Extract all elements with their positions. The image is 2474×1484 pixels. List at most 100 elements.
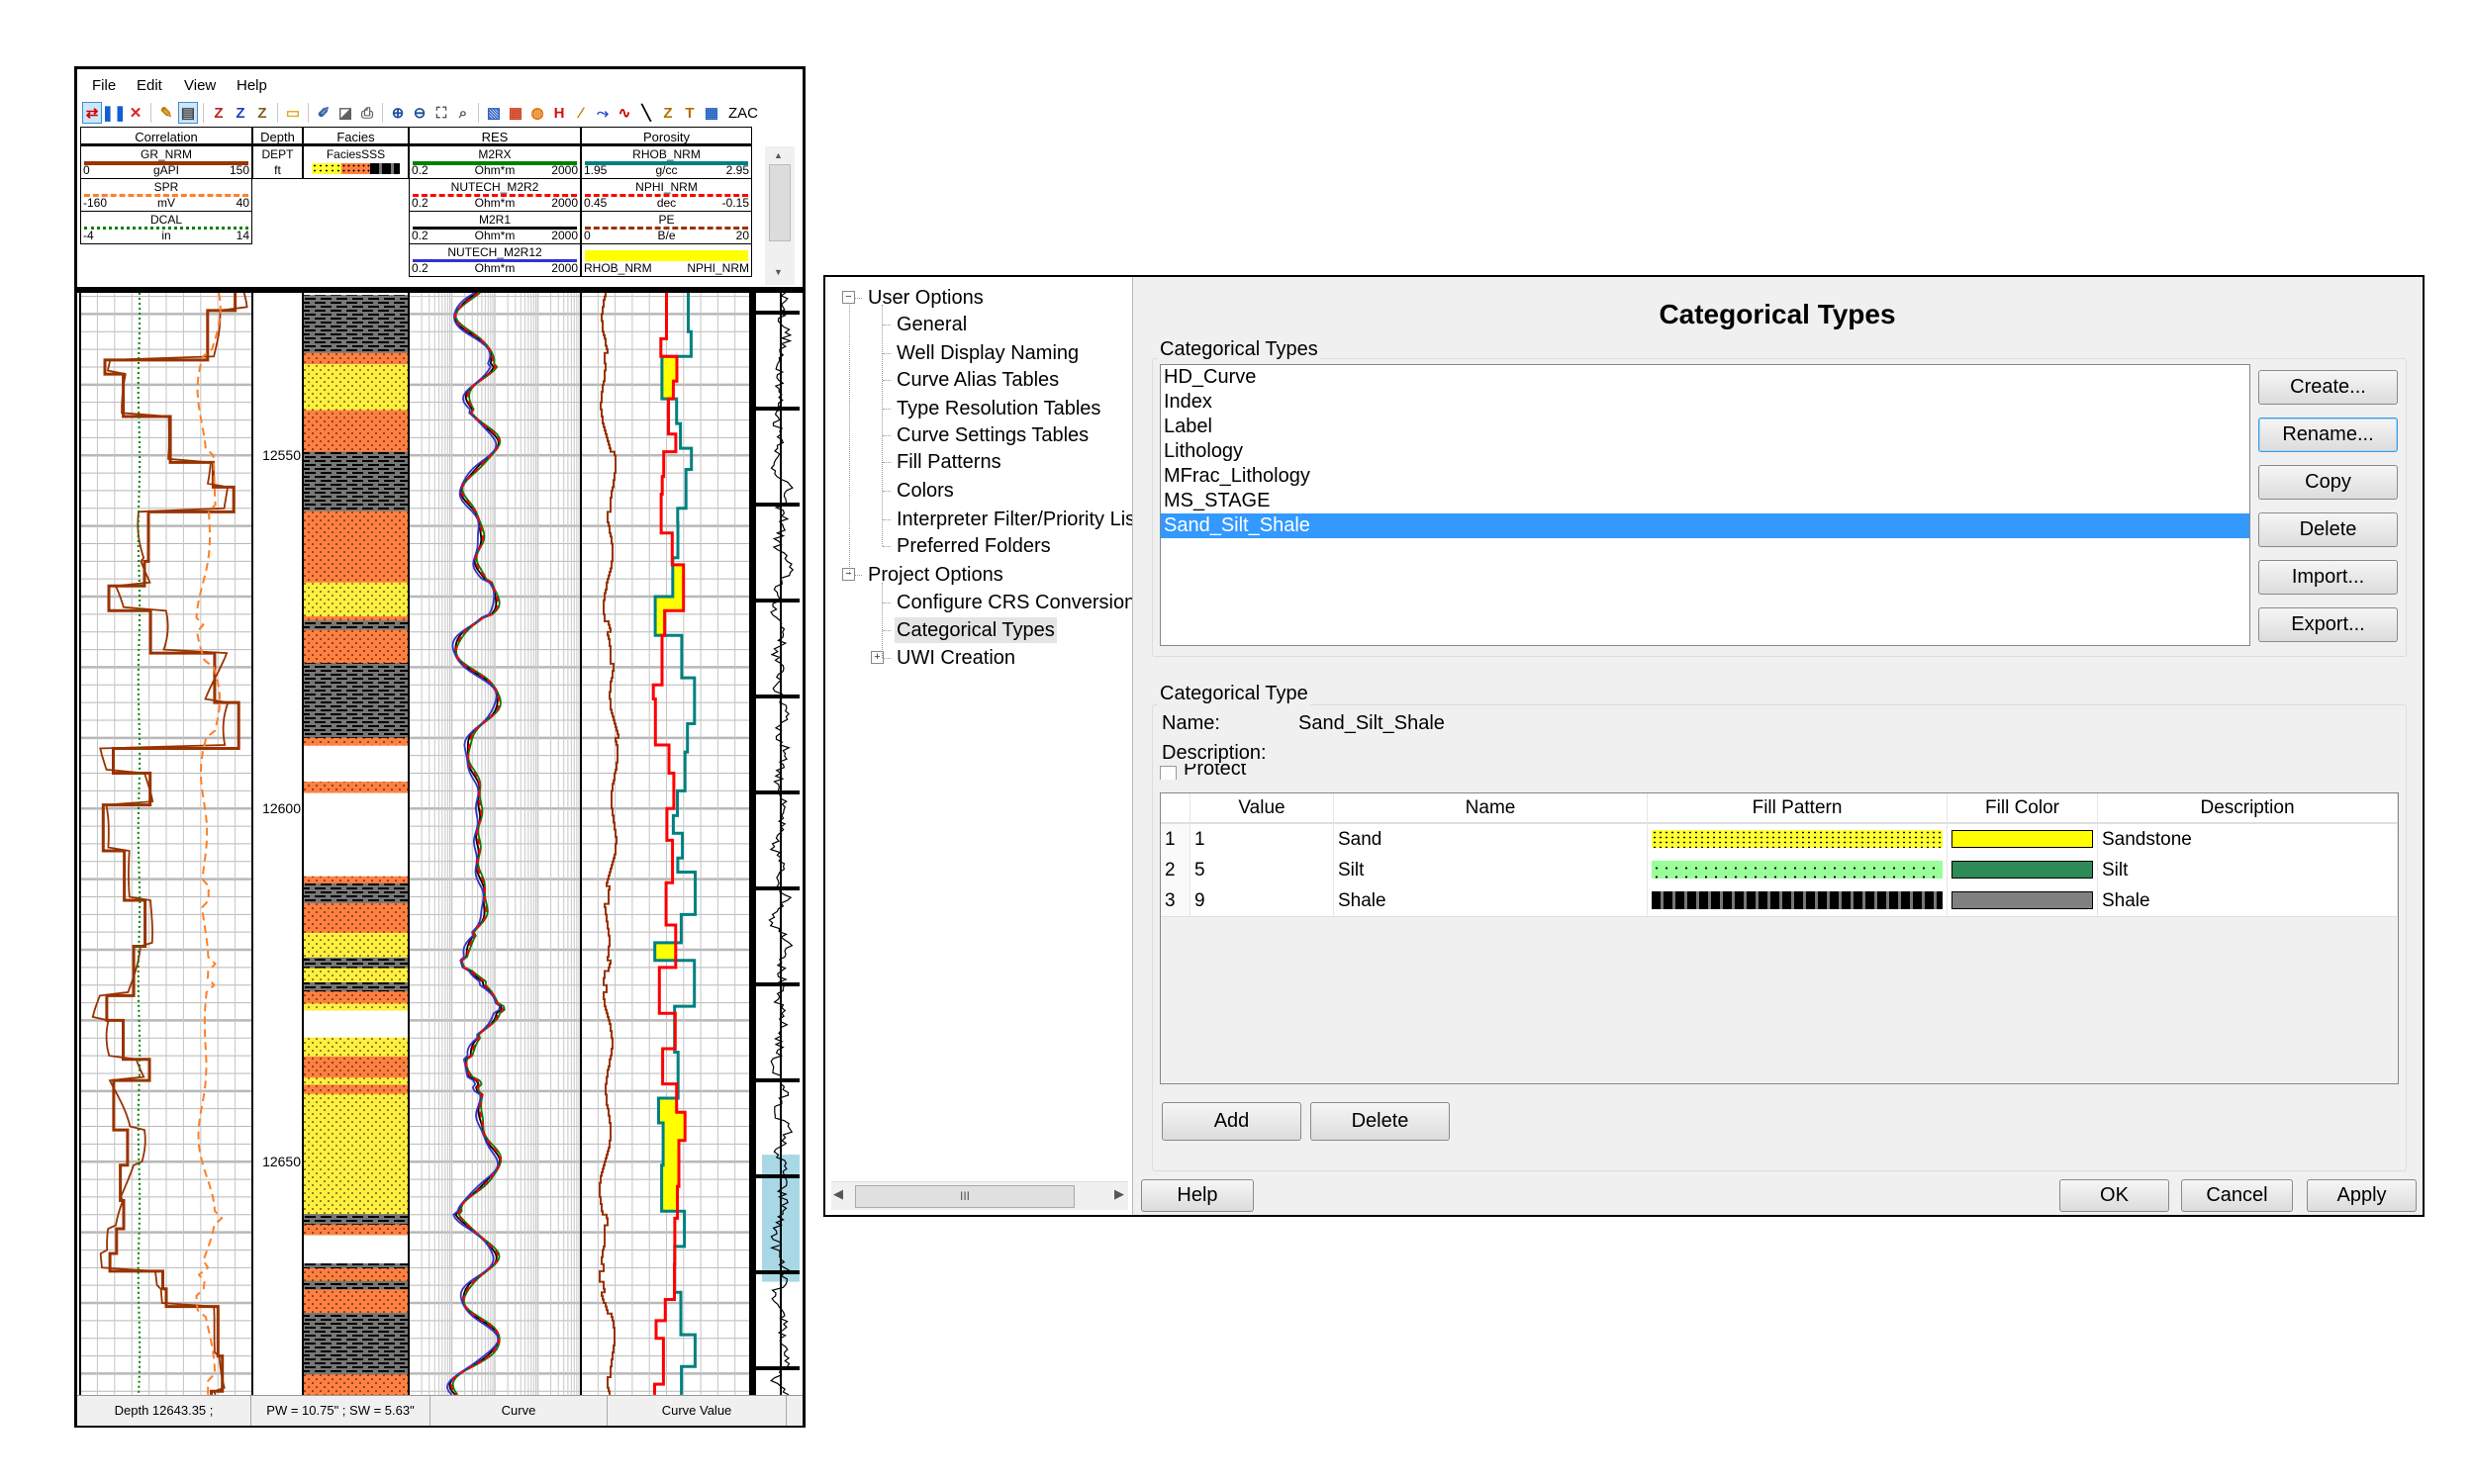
header-scrollbar[interactable]: ▲ ▼ xyxy=(765,146,795,285)
properties-icon[interactable]: ▧ xyxy=(486,104,502,122)
zoom-out-icon[interactable]: ⊖ xyxy=(413,104,427,122)
tree-item-general[interactable]: General xyxy=(897,314,968,335)
column-header-fill-pattern[interactable]: Fill Pattern xyxy=(1648,793,1948,823)
cancel-button[interactable]: Cancel xyxy=(2181,1179,2293,1212)
zone-top-icon[interactable]: Z xyxy=(214,104,224,122)
menu-edit[interactable]: Edit xyxy=(137,77,162,94)
pencil-icon[interactable]: ✎ xyxy=(159,104,173,122)
tree-item-project-options[interactable]: Project Options xyxy=(868,564,1003,586)
column-header-description[interactable]: Description xyxy=(2098,793,2398,823)
column-header-name[interactable]: Name xyxy=(1334,793,1648,823)
fill-pattern-cell[interactable] xyxy=(1648,885,1948,916)
grid-row[interactable]: 1 1 Sand Sandstone xyxy=(1161,824,2398,856)
type-list-item[interactable]: Lithology xyxy=(1164,440,1244,462)
tree-item-user-options[interactable]: User Options xyxy=(868,287,984,309)
apply-button[interactable]: Apply xyxy=(2307,1179,2417,1212)
cylinder-icon[interactable]: ◍ xyxy=(530,104,544,122)
export-button[interactable]: Export... xyxy=(2258,607,2398,642)
grid-color-icon[interactable]: ▦ xyxy=(704,104,719,122)
curve-header-spr[interactable]: SPR -160 mV 40 xyxy=(80,179,252,212)
fill-pattern-cell[interactable] xyxy=(1648,855,1948,885)
type-list-item[interactable]: MS_STAGE xyxy=(1164,490,1271,511)
create-button[interactable]: Create... xyxy=(2258,370,2398,405)
zoom-fit-icon[interactable]: ⛶ xyxy=(435,104,447,122)
scroll-thumb[interactable]: III xyxy=(855,1185,1075,1208)
draw-line-icon[interactable]: ∕ xyxy=(579,104,583,122)
scroll-thumb[interactable] xyxy=(769,164,791,241)
zone-delete-icon[interactable]: Z xyxy=(257,104,267,122)
add-button[interactable]: Add xyxy=(1162,1102,1301,1141)
fill-color-cell[interactable] xyxy=(1948,824,2098,855)
column-header-value[interactable]: Value xyxy=(1190,793,1334,823)
track-title-depth[interactable]: Depth xyxy=(252,127,303,146)
value-cell[interactable]: 9 xyxy=(1190,885,1334,916)
curve-edit-icon[interactable]: ⤳ xyxy=(596,104,609,122)
name-cell[interactable]: Silt xyxy=(1334,855,1648,885)
grid-row[interactable]: 3 9 Shale Shale xyxy=(1161,885,2398,917)
tree-horizontal-scrollbar[interactable]: ◀ III ▶ xyxy=(831,1181,1128,1210)
tree-item-colors[interactable]: Colors xyxy=(897,480,954,502)
z-icon[interactable]: Z xyxy=(663,104,673,122)
tree-item-curve-alias-tables[interactable]: Curve Alias Tables xyxy=(897,369,1060,391)
name-cell[interactable]: Sand xyxy=(1334,824,1648,855)
column-header-fill-color[interactable]: Fill Color xyxy=(1948,793,2098,823)
menu-file[interactable]: File xyxy=(92,77,117,94)
tree-expander-icon[interactable]: − xyxy=(842,291,855,304)
tree-item-uwi-creation[interactable]: UWI Creation xyxy=(897,647,1016,669)
menu-help[interactable]: Help xyxy=(237,77,267,94)
copy-button[interactable]: Copy xyxy=(2258,465,2398,500)
protect-checkbox-row[interactable]: Protect xyxy=(1160,764,1378,780)
name-cell[interactable]: Shale xyxy=(1334,885,1648,916)
curve-icon[interactable]: ∿ xyxy=(618,104,631,122)
curve-header-nutech-m2r12[interactable]: NUTECH_M2R12 0.2 Ohm*m 2000 xyxy=(409,244,581,277)
zoom-in-icon[interactable]: ⊕ xyxy=(391,104,405,122)
pause-icon[interactable]: ❚❚ xyxy=(101,104,127,122)
marker-icon[interactable]: H xyxy=(553,104,565,122)
zac-button[interactable]: ZAC xyxy=(728,104,758,122)
tree-item-type-resolution-tables[interactable]: Type Resolution Tables xyxy=(897,398,1101,419)
type-list-item[interactable]: Label xyxy=(1164,416,1212,437)
protect-checkbox[interactable] xyxy=(1160,766,1177,780)
save-icon[interactable]: ▤ xyxy=(178,102,198,124)
track-title-correlation[interactable]: Correlation xyxy=(80,127,252,146)
scroll-up-icon[interactable]: ▲ xyxy=(774,150,783,160)
folder-icon[interactable]: ▭ xyxy=(285,104,301,122)
tree-item-fill-patterns[interactable]: Fill Patterns xyxy=(897,451,1001,473)
scroll-left-icon[interactable]: ◀ xyxy=(833,1186,843,1201)
track-title-facies[interactable]: Facies xyxy=(303,127,409,146)
fill-pattern-cell[interactable] xyxy=(1648,824,1948,855)
menu-view[interactable]: View xyxy=(184,77,217,94)
print-icon[interactable]: ⎙ xyxy=(360,104,373,122)
value-cell[interactable]: 5 xyxy=(1190,855,1334,885)
tree-item-curve-settings-tables[interactable]: Curve Settings Tables xyxy=(897,424,1090,446)
rename-button[interactable]: Rename... xyxy=(2258,417,2398,452)
type-list-item[interactable]: HD_Curve xyxy=(1164,366,1257,388)
curve-header-faciessss[interactable]: FaciesSSS xyxy=(303,146,409,179)
help-button[interactable]: Help xyxy=(1141,1179,1254,1212)
tree-item-configure-crs-conversion[interactable]: Configure CRS Conversion xyxy=(897,592,1133,613)
tree-item-preferred-folders[interactable]: Preferred Folders xyxy=(897,535,1051,557)
tree-item-categorical-types[interactable]: Categorical Types xyxy=(895,617,1057,643)
curve-header-rhob-nrm[interactable]: RHOB_NRM 1.95 g/cc 2.95 xyxy=(581,146,752,179)
track-title-res[interactable]: RES xyxy=(409,127,581,146)
grid-row[interactable]: 2 5 Silt Silt xyxy=(1161,855,2398,886)
text-icon[interactable]: T xyxy=(685,104,695,122)
tree-expander-icon[interactable]: + xyxy=(871,651,884,664)
type-list-item[interactable]: Index xyxy=(1164,391,1212,413)
ok-button[interactable]: OK xyxy=(2059,1179,2169,1212)
scroll-right-icon[interactable]: ▶ xyxy=(1114,1186,1124,1201)
description-cell[interactable]: Shale xyxy=(2098,885,2398,916)
correlate-icon[interactable]: ⇄ xyxy=(82,102,102,124)
curve-header-dcal[interactable]: DCAL -4 in 14 xyxy=(80,212,252,244)
scroll-down-icon[interactable]: ▼ xyxy=(774,267,783,277)
description-cell[interactable]: Sandstone xyxy=(2098,824,2398,855)
edit-template-icon[interactable]: ✐ xyxy=(317,104,331,122)
type-list-item[interactable]: MFrac_Lithology xyxy=(1164,465,1310,487)
curve-header-nphi-nrm[interactable]: NPHI_NRM 0.45 dec -0.15 xyxy=(581,179,752,212)
diagonal-line-icon[interactable]: ╲ xyxy=(641,104,651,122)
import-button[interactable]: Import... xyxy=(2258,560,2398,595)
curve-header-m2r1[interactable]: M2R1 0.2 Ohm*m 2000 xyxy=(409,212,581,244)
curve-header-m2rx[interactable]: M2RX 0.2 Ohm*m 2000 xyxy=(409,146,581,179)
tree-expander-icon[interactable]: − xyxy=(842,568,855,581)
categorical-types-list[interactable]: HD_Curve Index Label Lithology MFrac_Litholo… xyxy=(1160,364,2250,646)
